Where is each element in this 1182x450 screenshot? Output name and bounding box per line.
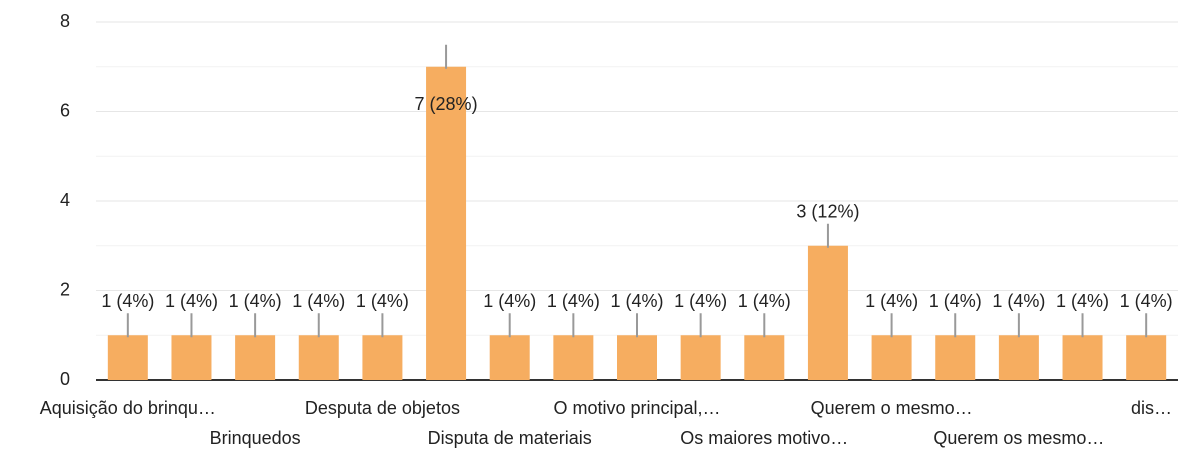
bar	[807, 245, 848, 380]
x-tick-label: Querem o mesmo…	[811, 398, 973, 418]
x-tick-label: Aquisição do brinqu…	[40, 398, 216, 418]
bar	[1126, 335, 1167, 380]
value-label: 1 (4%)	[865, 291, 918, 311]
y-tick-label: 6	[60, 100, 70, 120]
x-tick-label: Os maiores motivo…	[680, 428, 848, 448]
bar	[935, 335, 976, 380]
bar	[426, 66, 467, 380]
value-label: 1 (4%)	[674, 291, 727, 311]
bar	[744, 335, 785, 380]
value-label: 1 (4%)	[992, 291, 1045, 311]
x-tick-label: Desputa de objetos	[305, 398, 460, 418]
bar	[1062, 335, 1103, 380]
y-tick-label: 0	[60, 369, 70, 389]
bar	[871, 335, 912, 380]
bar	[680, 335, 721, 380]
bar	[489, 335, 530, 380]
bar	[553, 335, 594, 380]
value-label: 1 (4%)	[101, 291, 154, 311]
x-tick-label: dis…	[1131, 398, 1172, 418]
value-label: 1 (4%)	[1056, 291, 1109, 311]
bar	[998, 335, 1039, 380]
value-label: 7 (28%)	[415, 94, 478, 114]
value-label: 1 (4%)	[229, 291, 282, 311]
bar	[617, 335, 657, 380]
value-label: 1 (4%)	[738, 291, 791, 311]
value-label: 3 (12%)	[796, 202, 859, 222]
x-tick-label: O motivo principal,…	[553, 398, 720, 418]
value-label: 1 (4%)	[483, 291, 536, 311]
value-label: 1 (4%)	[356, 291, 409, 311]
bar	[235, 335, 276, 380]
y-tick-label: 8	[60, 11, 70, 31]
value-label: 1 (4%)	[929, 291, 982, 311]
bar	[107, 335, 148, 380]
bar	[362, 335, 403, 380]
bar	[298, 335, 339, 380]
bar	[171, 335, 212, 380]
value-label: 1 (4%)	[165, 291, 218, 311]
y-tick-label: 2	[60, 279, 70, 299]
y-tick-label: 4	[60, 190, 70, 210]
x-tick-label: Disputa de materiais	[428, 428, 592, 448]
value-label: 1 (4%)	[547, 291, 600, 311]
value-label: 1 (4%)	[610, 291, 663, 311]
x-tick-label: Querem os mesmo…	[933, 428, 1104, 448]
value-label: 1 (4%)	[292, 291, 345, 311]
value-label: 1 (4%)	[1120, 291, 1173, 311]
x-tick-label: Brinquedos	[210, 428, 301, 448]
